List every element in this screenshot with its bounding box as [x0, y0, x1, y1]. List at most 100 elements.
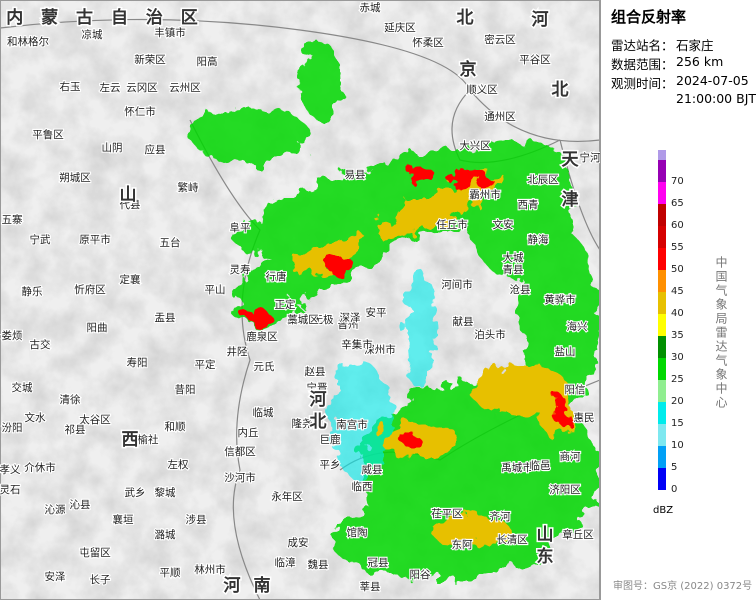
place-label: 西青 — [518, 198, 539, 211]
place-label: 延庆区 — [384, 21, 416, 34]
place-label: 涉县 — [186, 513, 207, 526]
place-label: 娄烦 — [2, 329, 23, 342]
place-label: 馆陶 — [347, 526, 368, 539]
place-label: 正定 — [275, 298, 296, 311]
place-label: 宁晋 — [307, 381, 328, 394]
place-label: 南宫市 — [336, 418, 368, 431]
place-label: 临西 — [352, 480, 373, 493]
place-label: 交城 — [12, 381, 33, 394]
place-label: 冠县 — [368, 557, 389, 569]
province-label: 山 — [120, 185, 137, 205]
legend-tick-label: 5 — [671, 462, 677, 473]
legend-swatch — [658, 446, 666, 468]
info-label: 雷达站名： — [611, 38, 674, 53]
place-label: 和顺 — [165, 421, 186, 433]
place-label: 信都区 — [224, 446, 256, 458]
legend-tick-label: 45 — [671, 286, 684, 297]
place-label: 太谷区 — [79, 413, 111, 426]
legend-tick-label: 15 — [671, 418, 684, 429]
place-label: 怀柔区 — [412, 37, 444, 49]
place-label: 辛集市 — [341, 338, 373, 351]
legend-swatch — [658, 160, 666, 182]
place-label: 凉城 — [82, 28, 103, 41]
place-label: 易县 — [345, 169, 366, 181]
place-label: 沙河市 — [224, 471, 256, 484]
place-label: 沁县 — [70, 499, 91, 511]
place-label: 禹城市 — [501, 461, 533, 474]
place-label: 襄垣 — [113, 513, 134, 526]
place-label: 云冈区 — [126, 82, 158, 94]
place-label: 安平 — [366, 306, 387, 319]
place-label: 行唐 — [266, 270, 287, 283]
legend-swatch — [658, 204, 666, 226]
place-label: 东阿 — [452, 538, 473, 551]
place-label: 榆社 — [138, 433, 159, 446]
legend-tick-label: 60 — [671, 220, 684, 231]
place-label: 大城 — [503, 251, 524, 264]
place-label: 青县 — [503, 263, 524, 276]
legend-swatch — [658, 226, 666, 248]
place-label: 文安 — [493, 218, 514, 231]
place-label: 代县 — [120, 199, 141, 211]
place-label: 泊头市 — [474, 328, 506, 341]
legend-tick-label: 40 — [671, 308, 684, 319]
place-label: 右玉 — [60, 80, 81, 93]
place-label: 临漳 — [275, 556, 296, 569]
legend-swatch — [658, 402, 666, 424]
place-label: 原平市 — [79, 233, 111, 246]
place-label: 静乐 — [22, 285, 43, 298]
place-label: 沧县 — [510, 283, 531, 296]
legend-tick-label: 65 — [671, 198, 684, 209]
place-label: 繁峙 — [178, 181, 199, 194]
place-label: 潞城 — [155, 528, 176, 541]
place-label: 灵石 — [0, 484, 21, 496]
place-label: 大兴区 — [459, 139, 491, 152]
place-label: 深州市 — [364, 343, 396, 356]
place-label: 永年区 — [271, 490, 303, 503]
info-panel: 组合反射率 雷达站名： 石家庄 数据范围： 256 km 观测时间： 2024-07-05… — [600, 0, 756, 600]
legend-tick-label: 10 — [671, 440, 684, 451]
place-label: 应县 — [145, 143, 166, 156]
legend-tick-label: 30 — [671, 352, 684, 363]
place-label: 巨鹿 — [320, 433, 341, 446]
province-label: 京 — [460, 59, 477, 80]
province-label: 东 — [537, 546, 554, 567]
place-label: 怀仁市 — [124, 105, 156, 118]
info-value: 石家庄 — [676, 38, 714, 53]
place-label: 阳谷 — [410, 569, 431, 581]
place-label: 藁城区 — [287, 313, 319, 326]
panel-title: 组合反射率 — [611, 8, 687, 26]
place-label: 内丘 — [238, 426, 259, 439]
legend-swatch — [658, 292, 666, 314]
place-label: 平定 — [195, 358, 216, 371]
place-label: 和林格尔 — [7, 35, 49, 48]
place-label: 惠民 — [574, 411, 595, 424]
place-label: 阳信 — [565, 384, 586, 396]
place-label: 晋州 — [338, 319, 359, 331]
place-label: 黎城 — [155, 486, 176, 499]
legend: 0 5 10 15 20 25 30 35 40 45 50 55 60 65 70 — [658, 150, 684, 495]
place-label: 平山 — [205, 284, 226, 296]
place-label: 阜平 — [230, 221, 251, 234]
legend-swatch — [658, 270, 666, 292]
place-label: 定襄 — [120, 273, 141, 286]
place-label: 盐山 — [555, 345, 576, 358]
legend-swatch — [658, 468, 666, 490]
place-label: 文水 — [25, 411, 46, 424]
place-label: 赵县 — [305, 365, 326, 378]
place-label: 孝义 — [0, 464, 21, 476]
place-label: 商河 — [560, 450, 581, 463]
place-label: 顺义区 — [466, 84, 498, 96]
legend-swatch — [658, 380, 666, 402]
province-label: 南 — [254, 575, 271, 596]
legend-tick-label: 25 — [671, 374, 684, 385]
place-label: 左云 — [100, 81, 121, 94]
legend-swatch — [658, 358, 666, 380]
province-label: 河 — [532, 10, 549, 30]
legend-top — [658, 150, 666, 160]
place-label: 宁武 — [30, 233, 51, 246]
place-label: 祁县 — [65, 423, 86, 436]
place-label: 林州市 — [194, 563, 226, 576]
place-label: 武乡 — [125, 486, 146, 499]
place-label: 章丘区 — [562, 528, 594, 541]
